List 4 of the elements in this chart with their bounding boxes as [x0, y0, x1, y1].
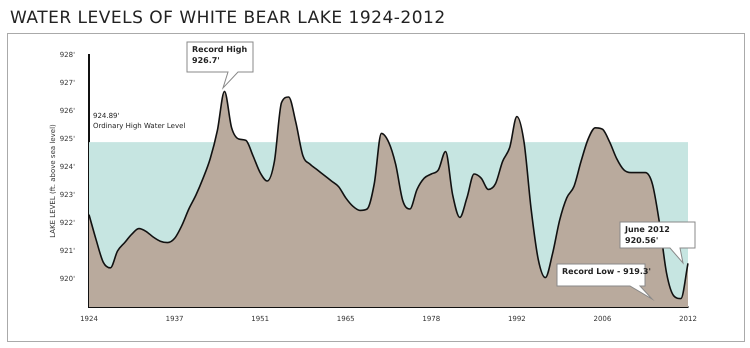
- annotation: June 2012 920.56': [624, 225, 670, 246]
- chart-title: WATER LEVELS OF WHITE BEAR LAKE 1924-2012: [10, 8, 446, 28]
- annotation: Record Low - 919.3': [562, 267, 651, 276]
- annotation: Record High 926.7': [192, 45, 248, 66]
